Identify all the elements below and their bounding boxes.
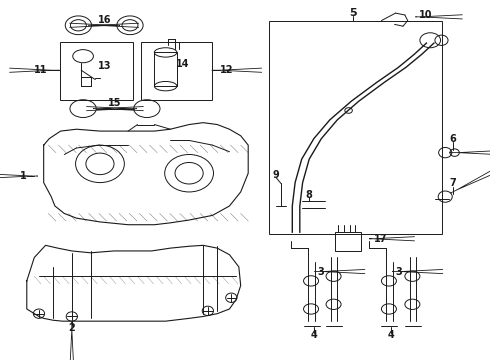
Text: 16: 16 [98, 15, 111, 25]
Bar [154, 53, 177, 86]
Text: 5: 5 [349, 8, 357, 18]
Text: 3: 3 [395, 266, 402, 276]
Text: 12: 12 [220, 65, 234, 75]
Text: 9: 9 [273, 170, 280, 180]
Text: 8: 8 [306, 190, 313, 200]
Text: 15: 15 [108, 98, 122, 108]
Bar [269, 21, 442, 234]
Text: 6: 6 [449, 134, 456, 144]
Bar [335, 232, 361, 251]
Text: 3: 3 [317, 266, 324, 276]
Bar [60, 42, 133, 100]
Text: 11: 11 [34, 65, 48, 75]
Text: 2: 2 [69, 323, 75, 333]
Text: 14: 14 [176, 59, 189, 69]
Text: 4: 4 [388, 330, 394, 340]
Text: 17: 17 [374, 234, 388, 244]
Text: 13: 13 [98, 60, 111, 71]
Text: 4: 4 [311, 330, 317, 340]
Text: 7: 7 [449, 177, 456, 188]
Bar [141, 42, 212, 100]
Text: 1: 1 [20, 171, 27, 181]
Text: 10: 10 [419, 10, 433, 20]
